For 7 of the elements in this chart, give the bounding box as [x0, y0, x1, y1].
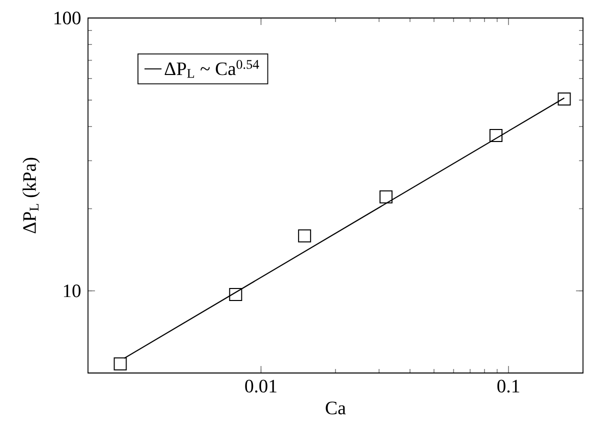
y-axis-title: ΔP$_{L}$ (kPa) — [22, 158, 40, 234]
x-tick-label: 0.01 — [245, 380, 276, 393]
legend-label: ΔP$_{L}$ ~ Ca$^{0.54}$ — [164, 60, 260, 78]
y-tick-label: 10 — [64, 284, 81, 298]
x-tick-label: 0.1 — [497, 380, 520, 393]
y-tick-label: 100 — [54, 12, 81, 24]
x-axis-title: Ca — [326, 402, 346, 414]
